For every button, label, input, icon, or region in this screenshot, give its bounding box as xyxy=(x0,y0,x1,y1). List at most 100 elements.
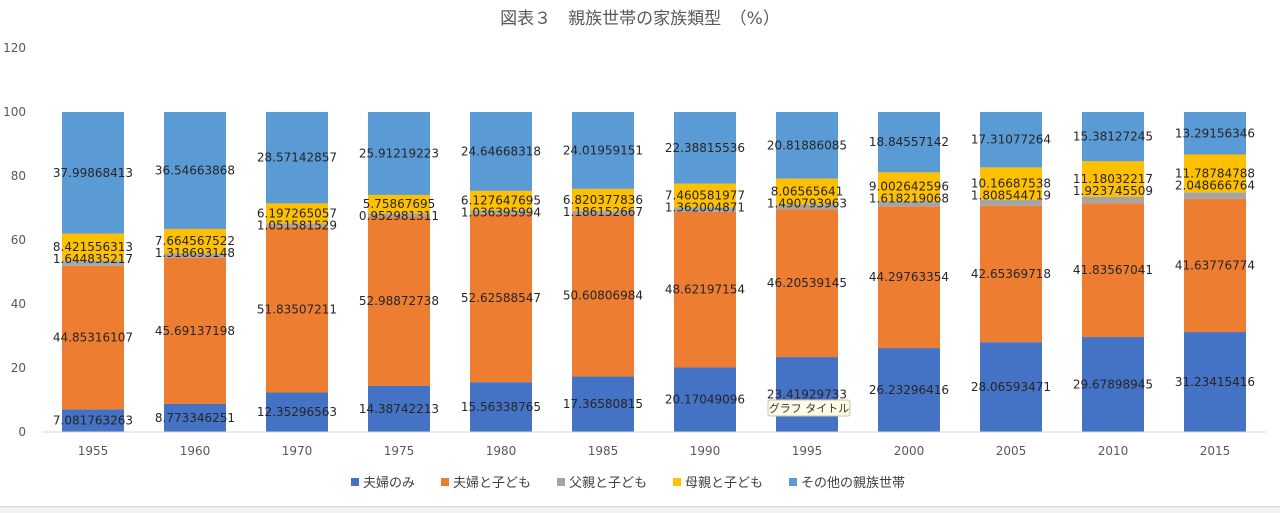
bar-segment xyxy=(572,214,634,377)
data-label: 1.644835217 xyxy=(53,252,133,266)
data-label: 8.06565641 xyxy=(771,185,844,199)
legend-swatch xyxy=(557,478,565,486)
bar-segment xyxy=(1082,161,1144,197)
data-label: 1.808544719 xyxy=(971,189,1051,203)
window-bottom-edge xyxy=(0,506,1280,513)
bar-segment xyxy=(878,172,940,202)
data-label: 44.85316107 xyxy=(53,331,133,345)
data-label: 24.64668318 xyxy=(461,144,541,158)
data-label: 7.081763263 xyxy=(53,414,133,428)
data-label: 28.06593471 xyxy=(971,380,1051,394)
data-label: 24.01959151 xyxy=(563,143,643,157)
bar-segment xyxy=(572,188,634,211)
bar-segment xyxy=(674,111,736,184)
bar-segment xyxy=(266,203,328,224)
legend-label: 夫婦と子ども xyxy=(453,475,531,491)
bar-segment xyxy=(164,253,226,258)
bar-segment xyxy=(980,342,1042,432)
legend: 夫婦のみ 夫婦と子ども 父親と子ども 母親と子ども その他の親族世帯 xyxy=(351,475,905,491)
data-label: 46.20539145 xyxy=(767,276,847,290)
data-label: 11.78784788 xyxy=(1175,166,1255,180)
data-label: 42.65369718 xyxy=(971,267,1051,281)
y-axis: 0 20 40 60 80 100 120 xyxy=(3,41,26,439)
bar-segment xyxy=(1082,337,1144,432)
data-label: 1.036395994 xyxy=(461,206,541,220)
bar-segment xyxy=(62,112,124,234)
bar-segment xyxy=(470,112,532,191)
data-label: 26.23296416 xyxy=(869,383,949,397)
bar-segment xyxy=(266,223,328,227)
data-label: 8.421556313 xyxy=(53,240,133,254)
bar-segment xyxy=(776,204,838,210)
y-tick-label: 120 xyxy=(3,41,26,55)
bar-segment xyxy=(572,376,634,432)
bar-segment xyxy=(368,216,430,386)
bar-segment xyxy=(62,409,124,432)
data-label: 7.664567522 xyxy=(155,234,235,248)
data-label: 6.197265057 xyxy=(257,206,337,220)
data-label: 37.99868413 xyxy=(53,166,133,180)
data-label: 1.186152667 xyxy=(563,205,643,219)
data-label: 17.31077264 xyxy=(971,133,1051,147)
bar-segment xyxy=(1184,198,1246,333)
bar-segment xyxy=(266,226,328,393)
data-label: 9.002642596 xyxy=(869,180,949,194)
bar-segment xyxy=(878,348,940,432)
y-tick-label: 0 xyxy=(18,425,26,439)
bar-segment xyxy=(1082,112,1144,162)
data-label: 15.38127245 xyxy=(1073,130,1153,144)
x-axis: 1955 1960 1970 1975 1980 1985 1990 1995 2000 2005… xyxy=(42,431,1266,458)
bar-segment xyxy=(674,211,736,368)
bar-segment xyxy=(776,209,838,358)
x-tick-label: 1955 xyxy=(78,444,109,458)
y-tick-label: 100 xyxy=(3,105,26,119)
y-tick-label: 20 xyxy=(11,361,26,375)
bar-segment xyxy=(62,233,124,261)
data-label: 11.18032217 xyxy=(1073,172,1153,186)
data-label: 20.17049096 xyxy=(665,393,745,407)
data-label: 41.83567041 xyxy=(1073,263,1153,277)
bar-segment xyxy=(980,167,1042,200)
data-label: 25.91219223 xyxy=(359,146,439,160)
data-label: 13.29156346 xyxy=(1175,126,1255,140)
data-label: 6.820377836 xyxy=(563,193,643,207)
data-label: 8.773346251 xyxy=(155,411,235,425)
bar-segment xyxy=(980,199,1042,206)
bar-segment xyxy=(164,257,226,404)
bar-segment xyxy=(1082,203,1144,338)
data-label: 17.36580815 xyxy=(563,397,643,411)
bar-segment xyxy=(980,205,1042,343)
data-label: 41.63776774 xyxy=(1175,258,1255,272)
bar-segment xyxy=(572,210,634,215)
data-label: 6.127647695 xyxy=(461,194,541,208)
bar-segment xyxy=(878,201,940,207)
data-label: 10.16687538 xyxy=(971,177,1051,191)
data-label: 18.84557142 xyxy=(869,135,949,149)
legend-label: 母親と子ども xyxy=(685,476,763,491)
legend-label: 夫婦のみ xyxy=(363,475,415,491)
data-label: 1.490793963 xyxy=(767,197,847,211)
legend-swatch xyxy=(673,478,681,486)
data-label: 0.952981311 xyxy=(359,209,439,223)
x-tick-label: 1985 xyxy=(588,444,619,458)
tooltip-box xyxy=(767,399,851,417)
bar-segment xyxy=(674,207,736,212)
data-label: 1.051581529 xyxy=(257,218,337,232)
x-tick-label: 1970 xyxy=(282,444,313,458)
bar-segment xyxy=(266,392,328,432)
data-label: 44.29763354 xyxy=(869,270,949,284)
bar-segment xyxy=(878,112,940,173)
data-label: 7.460581977 xyxy=(665,189,745,203)
data-label: 1.318693148 xyxy=(155,246,235,260)
y-tick-label: 80 xyxy=(11,169,26,183)
bar-segment xyxy=(572,112,634,189)
x-tick-label: 1975 xyxy=(384,444,415,458)
bar-segment xyxy=(368,112,430,195)
bar-segment xyxy=(674,367,736,432)
y-tick-label: 60 xyxy=(11,233,26,247)
x-tick-label: 2010 xyxy=(1098,444,1129,458)
x-tick-label: 2000 xyxy=(894,444,925,458)
data-label: 45.69137198 xyxy=(155,324,235,338)
data-label: 1.362004871 xyxy=(665,201,745,215)
